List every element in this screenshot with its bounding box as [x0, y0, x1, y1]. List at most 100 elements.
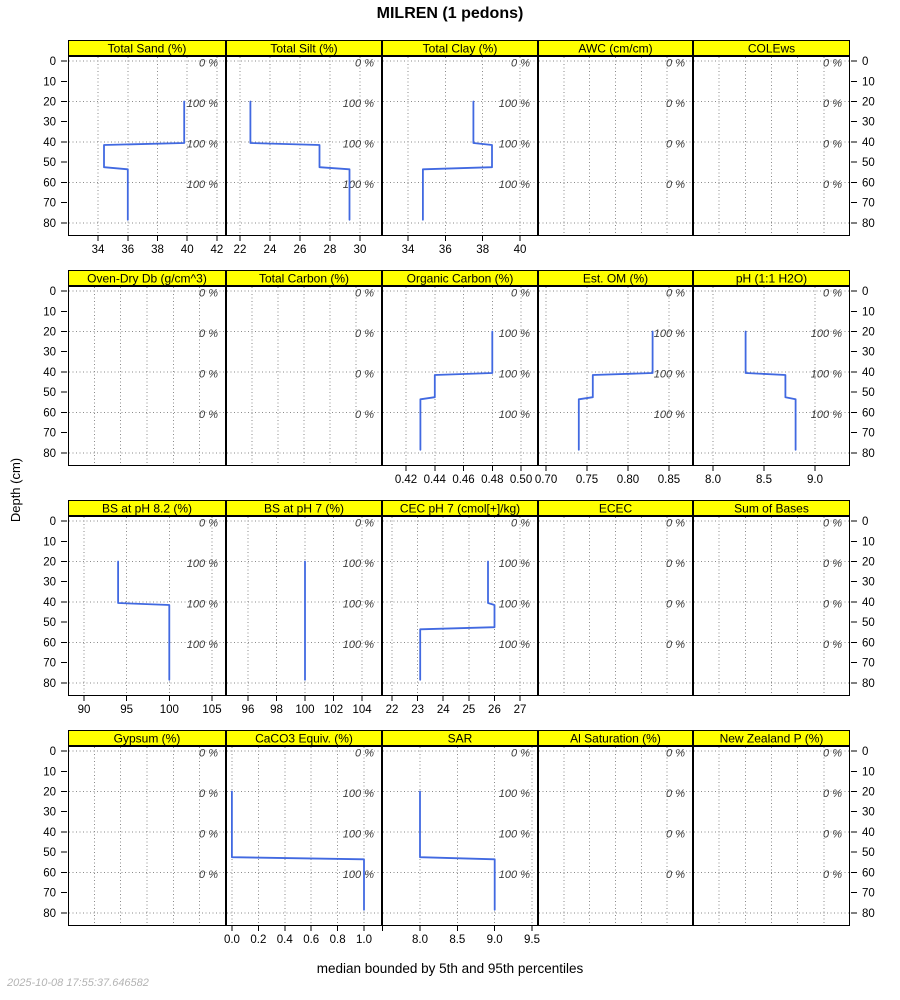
cf-label: 0 %: [666, 518, 685, 530]
cf-label: 100 %: [343, 788, 374, 800]
depth-tick-label: 40: [862, 597, 875, 609]
cf-label: 0 %: [666, 58, 685, 70]
x-tick-label: 8.5: [449, 934, 465, 946]
cf-label: 100 %: [343, 179, 374, 191]
panel-row-1: Total Sand (%)0 %100 %100 %100 %34 36 38 40…: [43, 40, 875, 256]
cf-label: 100 %: [499, 598, 530, 610]
panel-title: New Zealand P (%): [720, 732, 824, 746]
x-tick-label: 27: [514, 704, 527, 716]
cf-label: 100 %: [343, 639, 374, 651]
panel-title: BS at pH 8.2 (%): [102, 502, 192, 516]
cf-label: 100 %: [811, 328, 842, 340]
cf-label: 100 %: [499, 409, 530, 421]
cf-label: 100 %: [187, 598, 218, 610]
depth-tick-label: 30: [43, 117, 56, 129]
depth-axis-row-2: 0 0 10 10 20 20 30 30 40 40 50 50 60 60 70 70 80 80: [43, 286, 875, 460]
x-axis-bs-at-ph-7: 96 98 100 102 104: [242, 696, 372, 716]
median-line-total-clay: [421, 100, 493, 221]
cf-label: 100 %: [499, 328, 530, 340]
cf-label: 0 %: [666, 869, 685, 881]
depth-axis-row-4: 0 0 10 10 20 20 30 30 40 40 50 50 60 60 70 70 80 80: [43, 746, 875, 920]
gridlines-bs-at-ph-8-2: [69, 517, 225, 695]
gridlines-oven-dry-db-g-cm-3: [69, 287, 225, 465]
x-axis-ph-1-1-h2o: 8.0 8.5 9.0: [705, 466, 823, 486]
cf-label: 0 %: [511, 58, 530, 70]
x-tick-label: 38: [151, 244, 164, 256]
depth-tick-label: 40: [43, 827, 56, 839]
x-tick-label: 90: [78, 704, 91, 716]
cf-label: 0 %: [199, 869, 218, 881]
depth-tick-label: 50: [43, 617, 56, 629]
depth-tick-label: 50: [43, 387, 56, 399]
panel-title: CEC pH 7 (cmol[+]/kg): [400, 502, 520, 516]
depth-tick-label: 20: [43, 97, 56, 109]
x-tick-label: 34: [92, 244, 105, 256]
median-line-total-sand: [103, 100, 186, 221]
x-axis-est-om: 0.70 0.75 0.80 0.85: [535, 466, 680, 486]
depth-tick-label: 10: [43, 306, 56, 318]
depth-tick-label: 20: [43, 327, 56, 339]
cf-label: 0 %: [666, 788, 685, 800]
panel-row-2: Oven-Dry Db (g/cm^3) 0 % 0 % 0 % 0 % Total Ca…: [43, 270, 875, 486]
gridlines-al-saturation: [539, 747, 692, 925]
x-tick-label: 38: [476, 244, 489, 256]
cf-label: 0 %: [511, 518, 530, 530]
gridlines-caco3-equiv: [227, 747, 381, 925]
cf-label: 0 %: [823, 58, 842, 70]
x-tick-label: 24: [264, 244, 277, 256]
gridlines-awc-cm-cm: [539, 57, 692, 235]
median-line-total-silt: [249, 100, 351, 221]
x-tick-label: 0.48: [481, 474, 503, 486]
timestamp: 2025-10-08 17:55:37.646582: [7, 977, 149, 989]
x-tick-label: 100: [160, 704, 179, 716]
x-axis-sar: 8.0 8.5 9.0 9.5: [382, 926, 540, 946]
cf-label: 0 %: [199, 288, 218, 300]
depth-tick-label: 80: [43, 908, 56, 920]
depth-tick-label: 20: [862, 787, 875, 799]
depth-tick-label: 70: [43, 658, 56, 670]
depth-tick-label: 40: [43, 137, 56, 149]
cf-label: 0 %: [199, 58, 218, 70]
depth-axis-row-1: 0 0 10 10 20 20 30 30 40 40 50 50 60 60 70 70 80 80: [43, 56, 875, 230]
depth-tick-label: 20: [43, 787, 56, 799]
cf-label: 0 %: [355, 368, 374, 380]
cf-label: 100 %: [343, 828, 374, 840]
depth-tick-label: 0: [862, 56, 868, 68]
panel-title: BS at pH 7 (%): [264, 502, 344, 516]
median-line-est-om: [577, 330, 654, 451]
cf-label: 100 %: [343, 98, 374, 110]
depth-tick-label: 20: [862, 97, 875, 109]
panel-row-3: BS at pH 8.2 (%)0 %100 %100 %100 %90 95 10…: [43, 500, 875, 716]
panel-title: Organic Carbon (%): [407, 272, 514, 286]
depth-tick-label: 50: [43, 847, 56, 859]
cf-label: 0 %: [666, 598, 685, 610]
depth-tick-label: 70: [862, 658, 875, 670]
cf-label: 0 %: [823, 748, 842, 760]
gridlines-total-silt: [227, 57, 381, 235]
median-line-sar: [419, 790, 496, 911]
cf-label: 0 %: [823, 138, 842, 150]
depth-tick-label: 70: [43, 888, 56, 900]
gridlines-total-carbon: [227, 287, 381, 465]
cf-label: 100 %: [811, 368, 842, 380]
x-tick-label: 0.6: [303, 934, 319, 946]
gridlines-organic-carbon: [383, 287, 537, 465]
x-axis-caco3-equiv: 0.0 0.2 0.4 0.6 0.8 1.0: [224, 926, 372, 946]
depth-tick-label: 0: [862, 516, 868, 528]
panel-title: Total Carbon (%): [259, 272, 349, 286]
x-tick-label: 0.4: [277, 934, 294, 946]
depth-tick-label: 0: [50, 56, 56, 68]
median-line-ph-1-1-h2o: [744, 330, 797, 451]
x-tick-label: 24: [437, 704, 450, 716]
x-tick-label: 30: [354, 244, 367, 256]
gridlines-cec-ph-7-cmol-kg: [383, 517, 537, 695]
cf-label: 100 %: [499, 179, 530, 191]
cf-label: 0 %: [666, 138, 685, 150]
depth-tick-label: 70: [43, 198, 56, 210]
cf-label: 0 %: [823, 598, 842, 610]
depth-tick-label: 80: [862, 678, 875, 690]
cf-label: 100 %: [187, 98, 218, 110]
panel-title: SAR: [448, 732, 473, 746]
cf-label: 100 %: [499, 788, 530, 800]
